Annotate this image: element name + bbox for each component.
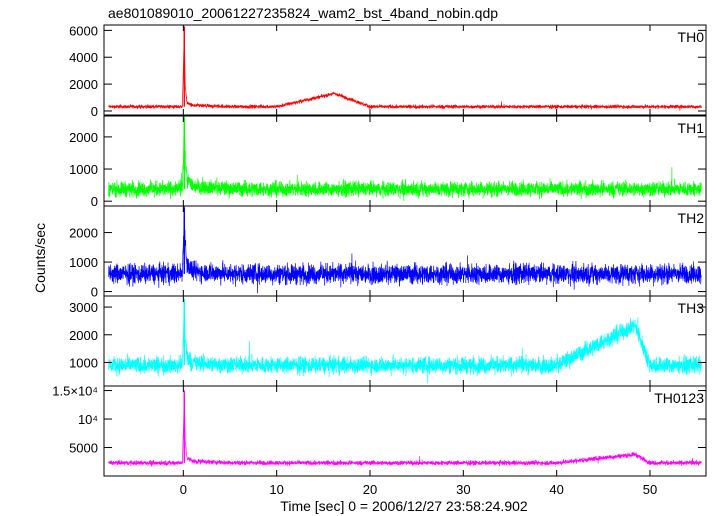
x-tick-label: 40 xyxy=(549,482,563,497)
y-tick-label: 10⁴ xyxy=(78,412,98,427)
panel-th0: 0 2000 4000 6000 TH0 xyxy=(69,23,707,119)
x-tick-label: 30 xyxy=(456,482,470,497)
y-tick-label: 2000 xyxy=(69,77,98,92)
x-tick-label: 0 xyxy=(180,482,187,497)
y-tick-label: 1.5×10⁴ xyxy=(52,384,98,399)
x-tick-label: 10 xyxy=(269,482,283,497)
panel-th1: 0 1000 2000 TH1 xyxy=(69,115,707,209)
series-th0 xyxy=(108,29,702,111)
x-tick-label: 50 xyxy=(643,482,657,497)
y-tick-label: 3000 xyxy=(69,300,98,315)
panel-label: TH3 xyxy=(678,300,705,316)
panel-label: TH0123 xyxy=(654,390,704,406)
panel-frame xyxy=(103,205,707,297)
chart-title: ae801089010_20061227235824_wam2_bst_4ban… xyxy=(108,5,498,21)
panels: 0 2000 4000 6000 TH0 0 1000 2000 TH1 0 1000 2000 TH2… xyxy=(52,23,707,497)
series-th1 xyxy=(108,116,702,202)
panel-frame xyxy=(103,24,707,116)
y-tick-label: 1000 xyxy=(69,355,98,370)
panel-th0123: 5000 10⁴ 1.5×10⁴ TH0123 xyxy=(52,384,707,477)
y-tick-label: 6000 xyxy=(69,23,98,38)
panel-label: TH1 xyxy=(678,120,705,136)
y-tick-label: 1000 xyxy=(69,162,98,177)
x-tick-label: 20 xyxy=(363,482,377,497)
y-tick-label: 2000 xyxy=(69,226,98,241)
y-tick-label: 5000 xyxy=(69,441,98,456)
panel-label: TH0 xyxy=(678,29,705,45)
series-th3 xyxy=(108,302,702,384)
y-tick-label: 2000 xyxy=(69,328,98,343)
y-tick-label: 0 xyxy=(91,194,98,209)
series-th0123 xyxy=(108,393,702,467)
series-th2 xyxy=(108,206,702,294)
y-tick-label: 0 xyxy=(91,285,98,300)
panel-th2: 0 1000 2000 TH2 xyxy=(69,205,707,300)
panel-label: TH2 xyxy=(678,210,705,226)
y-tick-label: 0 xyxy=(91,104,98,119)
y-tick-label: 2000 xyxy=(69,130,98,145)
y-tick-label: 4000 xyxy=(69,50,98,65)
y-axis-label: Counts/sec xyxy=(32,223,48,293)
panel-frame xyxy=(103,385,707,477)
y-tick-label: 1000 xyxy=(69,255,98,270)
x-axis-label: Time [sec] 0 = 2006/12/27 23:58:24.902 xyxy=(280,498,528,514)
panel-th3: 1000 2000 3000 TH3 xyxy=(69,295,707,387)
